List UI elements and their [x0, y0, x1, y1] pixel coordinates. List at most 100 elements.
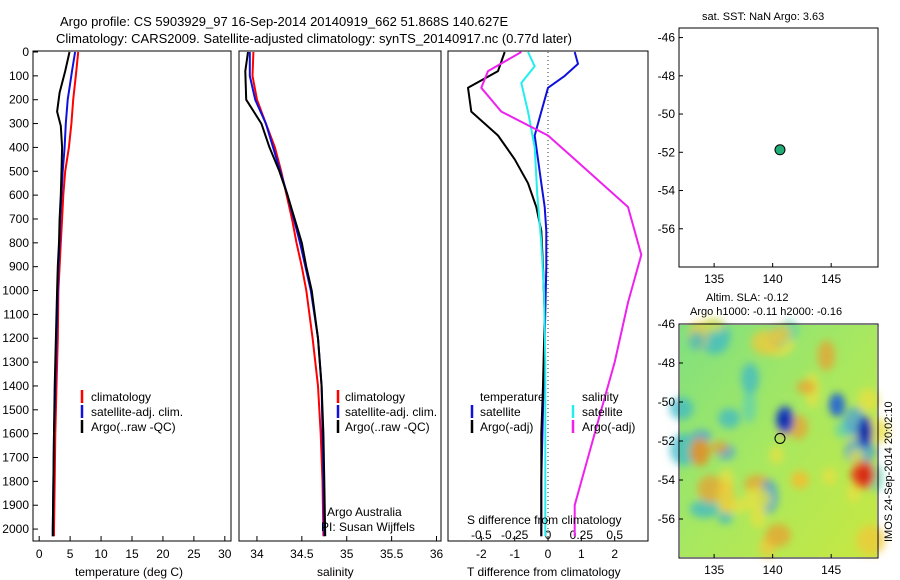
sla-eddy	[700, 318, 725, 333]
y-tick-label: 1900	[2, 498, 29, 512]
x-tick-label-salinity: -0.5	[471, 528, 492, 542]
legend-salinity-heading: salinity	[582, 390, 619, 404]
sla-eddies	[669, 318, 890, 558]
salinity-lines	[244, 51, 327, 537]
y-tick-label: -46	[658, 317, 676, 331]
y-tick-label: 100	[9, 69, 29, 83]
y-tick-label: 400	[9, 140, 29, 154]
sla-eddy	[742, 389, 757, 424]
y-tick-label: 0	[22, 45, 29, 59]
series-line-salinity-argo-adj-	[480, 51, 643, 537]
x-tick-label-salinity: -0.25	[501, 528, 529, 542]
x-tick-label: 1	[578, 547, 585, 561]
sla-eddy	[743, 487, 771, 512]
x-tick-label: 35.5	[380, 547, 404, 561]
y-tick-label: -56	[658, 222, 676, 236]
sla-eddy	[856, 525, 886, 555]
y-tick-label: -50	[658, 107, 676, 121]
x-tick-label: -1	[509, 547, 520, 561]
legend-t-argo: Argo(-adj)	[480, 420, 533, 434]
series-line-climatology	[53, 51, 80, 537]
sla-eddy	[688, 331, 705, 351]
y-tick-label: -54	[658, 184, 676, 198]
salinity-difference-label: S difference from climatology	[467, 513, 622, 527]
sst-title: sat. SST: NaN Argo: 3.63	[702, 11, 824, 23]
x-tick-label: 15	[125, 547, 139, 561]
annotation-argo-australia: Argo Australia	[327, 505, 402, 519]
sla-eddy	[669, 397, 694, 420]
sla-eddy	[750, 507, 766, 528]
argo-position-marker	[774, 144, 786, 156]
series-line-temperature-argo-adj-	[467, 51, 546, 537]
y-tick-label: 1200	[2, 331, 29, 345]
y-tick-label: -48	[658, 69, 676, 83]
sla-eddy-strong	[780, 413, 788, 427]
sla-eddy	[849, 448, 863, 465]
x-tick-label: 34.5	[290, 547, 314, 561]
header-line-1: Argo profile: CS 5903929_97 16-Sep-2014 …	[60, 14, 508, 29]
sla-eddy	[765, 523, 792, 547]
sla-eddy-strong	[858, 468, 870, 482]
y-tick-label: 1000	[2, 284, 29, 298]
temperature-y-ticks: 0 100 200 300 400 500 600 700 800 900 1000 1100 1200…	[2, 45, 38, 536]
sla-eddy	[741, 362, 760, 394]
y-tick-label: 1500	[2, 403, 29, 417]
x-tick-label: 0	[36, 547, 43, 561]
sst-map-marks	[774, 144, 786, 156]
legend-satellite: satellite-adj. clim.	[345, 405, 437, 419]
x-tick-label: 5	[67, 547, 74, 561]
sla-eddy	[822, 467, 837, 486]
y-tick-label: 2000	[2, 522, 29, 536]
legend-t-satellite: satellite	[480, 405, 521, 419]
x-tick-label: 135	[704, 272, 724, 286]
legend-s-satellite: satellite	[582, 405, 623, 419]
x-tick-label: 36	[430, 547, 444, 561]
sla-map-marks	[774, 432, 786, 444]
salinity-axes-frame	[238, 50, 442, 542]
sla-eddy-strong	[829, 393, 845, 417]
temperature-x-ticks: 0 5 10 15 20 25 30	[36, 536, 232, 561]
x-tick-label: 34	[250, 547, 264, 561]
imos-timestamp: IMOS 24-Sep-2014 20:02:10	[883, 401, 895, 542]
temperature-xlabel: temperature (deg C)	[75, 565, 183, 579]
sst-map-ticks: 135 140 145 -46 -48 -50 -52 -54 -56	[658, 31, 842, 286]
sla-map-ticks: 135 140 145 -46 -48 -50 -52 -54 -56	[658, 317, 842, 577]
sla-eddy	[857, 388, 879, 413]
legend-climatology: climatology	[91, 390, 151, 404]
sla-eddy	[716, 479, 735, 514]
x-tick-label: 35	[340, 547, 354, 561]
temperature-difference-xlabel: T difference from climatology	[467, 565, 621, 579]
difference-x-ticks: -2 -1 0 1 2 -0.5 -0.25 0 0.25 0.5	[471, 528, 623, 561]
y-tick-label: 1700	[2, 451, 29, 465]
y-tick-label: 1300	[2, 355, 29, 369]
sla-eddy-strong	[690, 438, 710, 466]
x-tick-label: 140	[763, 563, 783, 577]
y-tick-label: 1600	[2, 427, 29, 441]
y-tick-label: -54	[658, 473, 676, 487]
sst-map-panel: sat. SST: NaN Argo: 3.63 135 140 145 -46 -48…	[658, 11, 879, 286]
x-tick-label: 145	[821, 272, 841, 286]
series-line-salinity-satellite	[520, 51, 547, 537]
sla-eddy	[817, 340, 836, 371]
y-tick-label: 1800	[2, 474, 29, 488]
x-tick-label: 30	[218, 547, 232, 561]
x-tick-label: 145	[821, 563, 841, 577]
sla-title-1: Altim. SLA: -0.12	[706, 292, 789, 304]
y-tick-label: 200	[9, 93, 29, 107]
temperature-axes-frame	[32, 50, 232, 542]
y-tick-label: -46	[658, 31, 676, 45]
x-tick-label: 135	[704, 563, 724, 577]
x-tick-label: 2	[611, 547, 618, 561]
legend-argo: Argo(..raw -QC)	[345, 420, 430, 434]
argo-position-marker	[774, 432, 786, 444]
sla-eddy-strong	[791, 471, 809, 489]
legend-s-argo: Argo(-adj)	[582, 420, 635, 434]
series-line-argo-raw-qc-	[51, 51, 71, 537]
sla-eddy	[689, 499, 720, 519]
x-tick-label: -2	[476, 547, 487, 561]
y-tick-label: 800	[9, 236, 29, 250]
salinity-xlabel: salinity	[317, 565, 354, 579]
sla-eddy	[710, 441, 729, 454]
x-tick-label-salinity: 0.5	[606, 528, 623, 542]
